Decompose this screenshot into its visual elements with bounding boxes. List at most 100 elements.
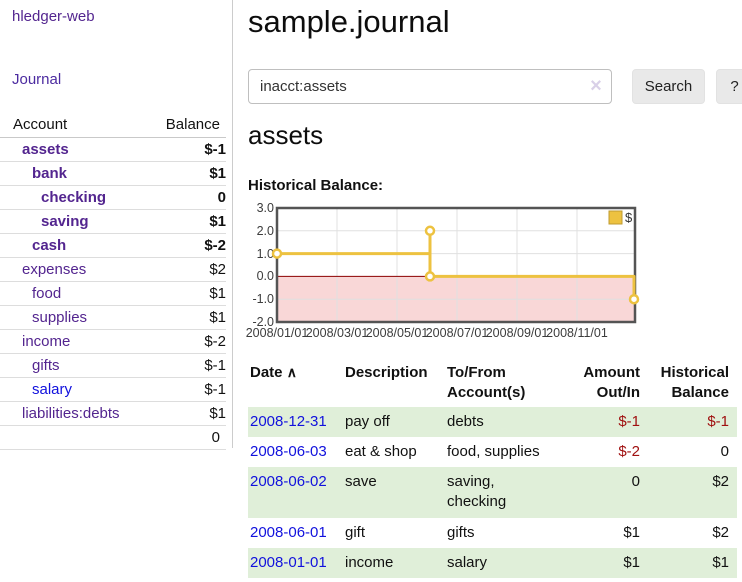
- transaction-amount: $1: [623, 523, 640, 541]
- account-row-gifts: gifts $-1: [0, 353, 226, 377]
- y-tick-label: -1.0: [252, 292, 274, 307]
- transaction-date-link[interactable]: 2008-06-03: [250, 442, 327, 460]
- balance-step-line: [277, 229, 636, 300]
- account-link-income[interactable]: income: [22, 332, 71, 350]
- register-col-amount: Amount Out/In: [583, 364, 640, 402]
- accounts-total-value: 0: [211, 428, 220, 446]
- search-button[interactable]: Search: [632, 69, 705, 104]
- transaction-accounts: salary: [447, 553, 488, 571]
- register-col-accounts: To/From Account(s): [447, 364, 526, 402]
- account-row-bank: bank $1: [0, 161, 226, 185]
- account-balance: $1: [209, 284, 226, 302]
- account-balance: $-1: [204, 356, 226, 374]
- transaction-date-link[interactable]: 2008-06-02: [250, 473, 327, 490]
- account-link-salary[interactable]: salary: [32, 380, 73, 398]
- account-row-liabilities-debts: liabilities:debts $1: [0, 401, 226, 425]
- transaction-accounts: saving, checking: [447, 473, 507, 511]
- account-link-checking[interactable]: checking: [41, 188, 107, 206]
- account-row-saving: saving $1: [0, 209, 226, 233]
- account-balance: $2: [209, 260, 226, 278]
- register-header-row: Date ∧ Description To/From Account(s) Am…: [248, 360, 737, 407]
- register-row[interactable]: 2008-12-31 pay off debts $-1 $-1: [248, 406, 737, 437]
- transaction-accounts: food, supplies: [447, 442, 540, 460]
- transaction-description: save: [345, 473, 377, 490]
- account-link-cash[interactable]: cash: [32, 236, 67, 254]
- chart-title: Historical Balance:: [248, 177, 384, 194]
- account-heading: assets: [248, 120, 324, 150]
- account-link-liabilities-debts[interactable]: liabilities:debts: [22, 404, 120, 422]
- main-content: sample.journal × Search ? assets Histori…: [233, 0, 742, 582]
- account-link-bank[interactable]: bank: [32, 164, 68, 182]
- account-link-assets[interactable]: assets: [22, 140, 69, 158]
- account-balance: $1: [209, 212, 226, 230]
- search-input[interactable]: [248, 69, 612, 104]
- register-row[interactable]: 2008-01-01 income salary $1 $1: [248, 547, 737, 578]
- x-tick-label: 2008/01/01: [245, 326, 309, 340]
- transaction-date-link[interactable]: 2008-01-01: [250, 553, 327, 571]
- transaction-date-link[interactable]: 2008-06-01: [250, 523, 327, 541]
- transaction-description: gift: [345, 523, 366, 541]
- account-row-salary: salary $-1: [0, 377, 226, 401]
- accounts-col-balance: Balance: [165, 116, 220, 134]
- transaction-amount: $-2: [618, 442, 640, 460]
- account-balance: 0: [217, 188, 226, 206]
- date-header-label: Date: [250, 364, 283, 381]
- transaction-balance: 0: [720, 442, 729, 460]
- account-link-saving[interactable]: saving: [41, 212, 89, 230]
- transaction-description: income: [345, 553, 394, 571]
- clear-search-icon[interactable]: ×: [590, 75, 602, 97]
- account-row-supplies: supplies $1: [0, 305, 226, 329]
- transaction-date-link[interactable]: 2008-12-31: [250, 412, 327, 430]
- y-tick-label: 0.0: [256, 269, 274, 284]
- accounts-total-row: 0: [0, 425, 226, 449]
- transaction-accounts: debts: [447, 412, 484, 430]
- account-link-expenses[interactable]: expenses: [22, 260, 87, 278]
- account-link-food[interactable]: food: [32, 284, 62, 302]
- account-balance: $-1: [204, 380, 226, 398]
- sidebar-item-journal[interactable]: Journal: [12, 71, 62, 88]
- y-tick-label: -2.0: [252, 315, 274, 329]
- register-row[interactable]: 2008-06-02 save saving, checking 0 $2: [248, 467, 737, 518]
- transaction-amount: $1: [623, 553, 640, 571]
- account-balance: $-1: [204, 140, 226, 158]
- account-link-supplies[interactable]: supplies: [32, 308, 88, 326]
- account-balance: $1: [209, 308, 226, 326]
- sidebar: hledger-web Journal Account Balance asse…: [0, 0, 233, 450]
- chart-plot-area[interactable]: $: [271, 206, 640, 324]
- transaction-balance: $-1: [707, 412, 729, 430]
- accounts-table: Account Balance assets $-1 bank $1 check…: [0, 113, 226, 450]
- y-tick-label: 2.0: [256, 223, 274, 238]
- transaction-amount: $-1: [618, 412, 640, 430]
- account-row-checking: checking 0: [0, 185, 226, 209]
- account-row-income: income $-2: [0, 329, 226, 353]
- transaction-balance: $2: [712, 523, 729, 541]
- accounts-header-row: Account Balance: [0, 113, 226, 137]
- transaction-accounts: gifts: [447, 523, 475, 541]
- account-balance: $-2: [204, 332, 226, 350]
- account-link-gifts[interactable]: gifts: [32, 356, 60, 374]
- account-balance: $1: [209, 164, 226, 182]
- register-col-balance: Historical Balance: [660, 364, 729, 402]
- register-table: Date ∧ Description To/From Account(s) Am…: [248, 360, 737, 578]
- transaction-amount: 0: [631, 473, 640, 490]
- account-row-expenses: expenses $2: [0, 257, 226, 281]
- gridlines: [277, 208, 635, 322]
- account-balance: $-2: [204, 236, 226, 254]
- account-row-food: food $1: [0, 281, 226, 305]
- x-tick-label: 2008/03/01: [305, 326, 369, 340]
- app-brand-link[interactable]: hledger-web: [12, 8, 95, 25]
- help-button[interactable]: ?: [716, 69, 742, 104]
- register-col-date[interactable]: Date ∧: [248, 360, 343, 407]
- transaction-description: pay off: [345, 412, 390, 430]
- historical-balance-chart[interactable]: 3.0 2.0 1.0 0.0 -1.0 -2.0: [245, 201, 718, 348]
- register-row[interactable]: 2008-06-01 gift gifts $1 $2: [248, 518, 737, 548]
- transaction-description: eat & shop: [345, 442, 417, 460]
- transaction-balance: $1: [712, 553, 729, 571]
- register-row[interactable]: 2008-06-03 eat & shop food, supplies $-2…: [248, 437, 737, 467]
- y-tick-label: 3.0: [256, 201, 274, 215]
- x-tick-label: 2008/11/01: [546, 326, 608, 340]
- x-tick-label: 2008/09/01: [485, 326, 549, 340]
- legend-swatch: [608, 210, 623, 225]
- sort-ascending-icon: ∧: [286, 364, 297, 380]
- account-row-assets: assets $-1: [0, 137, 226, 161]
